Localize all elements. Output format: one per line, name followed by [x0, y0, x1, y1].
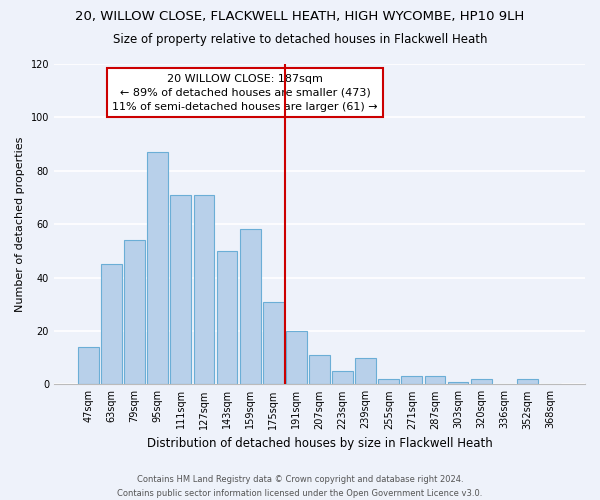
- Bar: [217, 251, 238, 384]
- Bar: [194, 195, 214, 384]
- Bar: [78, 347, 99, 385]
- Bar: [401, 376, 422, 384]
- X-axis label: Distribution of detached houses by size in Flackwell Heath: Distribution of detached houses by size …: [146, 437, 493, 450]
- Bar: [286, 331, 307, 384]
- Bar: [101, 264, 122, 384]
- Y-axis label: Number of detached properties: Number of detached properties: [15, 136, 25, 312]
- Bar: [309, 355, 330, 384]
- Bar: [332, 371, 353, 384]
- Bar: [170, 195, 191, 384]
- Bar: [517, 379, 538, 384]
- Bar: [148, 152, 168, 384]
- Text: 20 WILLOW CLOSE: 187sqm
← 89% of detached houses are smaller (473)
11% of semi-d: 20 WILLOW CLOSE: 187sqm ← 89% of detache…: [112, 74, 378, 112]
- Text: Size of property relative to detached houses in Flackwell Heath: Size of property relative to detached ho…: [113, 32, 487, 46]
- Bar: [471, 379, 491, 384]
- Bar: [240, 230, 260, 384]
- Text: Contains HM Land Registry data © Crown copyright and database right 2024.
Contai: Contains HM Land Registry data © Crown c…: [118, 476, 482, 498]
- Bar: [425, 376, 445, 384]
- Bar: [448, 382, 469, 384]
- Bar: [124, 240, 145, 384]
- Bar: [263, 302, 284, 384]
- Text: 20, WILLOW CLOSE, FLACKWELL HEATH, HIGH WYCOMBE, HP10 9LH: 20, WILLOW CLOSE, FLACKWELL HEATH, HIGH …: [76, 10, 524, 23]
- Bar: [379, 379, 399, 384]
- Bar: [355, 358, 376, 384]
